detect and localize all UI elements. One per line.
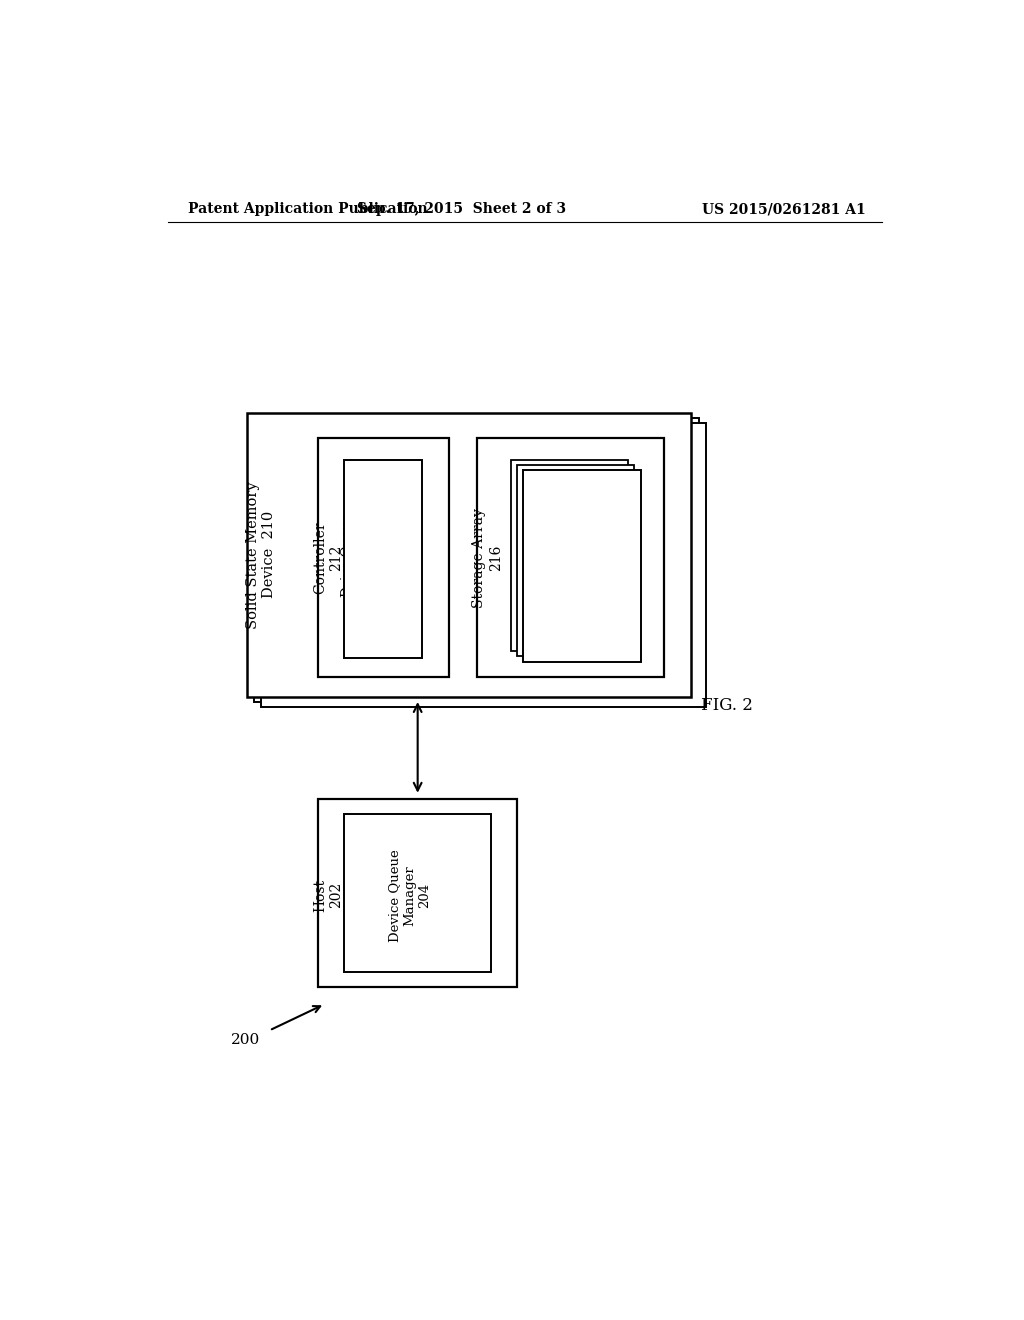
Text: FIG. 2: FIG. 2 (701, 697, 753, 714)
Text: Device Queue
Manager
204: Device Queue Manager 204 (388, 849, 431, 941)
Bar (523, 470, 641, 661)
Text: US 2015/0261281 A1: US 2015/0261281 A1 (702, 202, 866, 216)
Bar (511, 461, 628, 651)
Bar (344, 814, 490, 972)
Bar (344, 461, 422, 659)
Text: Patent Application Publication: Patent Application Publication (187, 202, 427, 216)
Bar (517, 466, 634, 656)
Bar (318, 438, 450, 677)
Text: Sep. 17, 2015  Sheet 2 of 3: Sep. 17, 2015 Sheet 2 of 3 (356, 202, 566, 216)
Text: Storage Array
216: Storage Array 216 (472, 508, 503, 607)
Bar (318, 799, 517, 987)
Text: Controller
212: Controller 212 (313, 521, 343, 594)
Bar (247, 413, 691, 697)
Text: Host
202: Host 202 (313, 879, 343, 912)
Bar (477, 438, 664, 677)
Text: Drive Queue
Manager
214: Drive Queue Manager 214 (341, 512, 384, 597)
Text: Solid State Memory
Device  210: Solid State Memory Device 210 (246, 480, 276, 628)
Bar (261, 422, 706, 708)
Bar (254, 417, 698, 702)
Text: Solid State
Drive
218: Solid State Drive 218 (542, 521, 585, 594)
Text: 200: 200 (230, 1032, 260, 1047)
